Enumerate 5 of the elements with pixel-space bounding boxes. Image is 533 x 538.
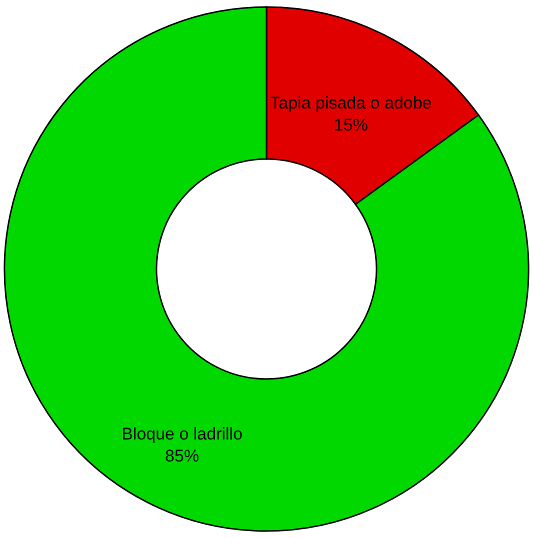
data-label: 15%: [334, 115, 368, 134]
donut-slice: [4, 6, 530, 532]
slice-label: Tapia pisada o adobe: [270, 93, 432, 112]
data-label: 85%: [165, 446, 200, 466]
slice-label: Bloque o ladrillo: [122, 424, 243, 444]
